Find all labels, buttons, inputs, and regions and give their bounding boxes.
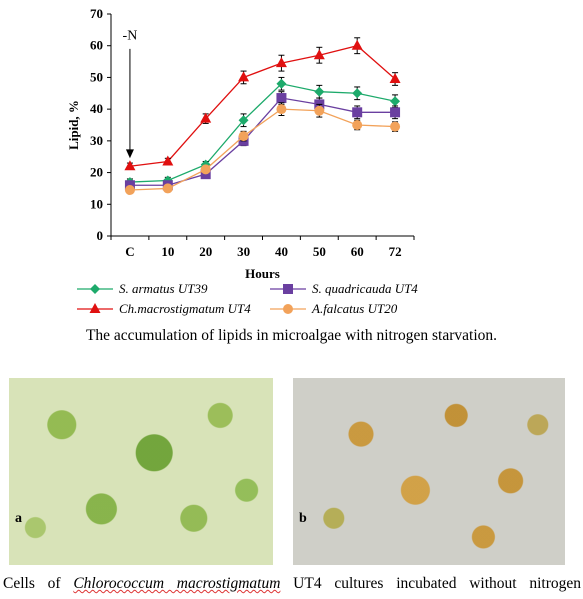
micrograph-a: a xyxy=(9,378,273,565)
x-tick-label: 10 xyxy=(161,244,174,259)
y-tick-label: 0 xyxy=(97,228,104,243)
y-tick-label: 60 xyxy=(90,38,103,53)
series-2 xyxy=(124,37,401,171)
data-point xyxy=(238,131,249,142)
legend-label: Ch.macrostigmatum UT4 xyxy=(119,301,251,316)
data-point xyxy=(390,96,401,107)
y-tick-label: 30 xyxy=(90,133,103,148)
data-point xyxy=(276,104,287,115)
data-point xyxy=(352,120,363,130)
photo-caption-suffix: UT4 cultures incubated without nitrogen xyxy=(280,575,581,592)
series-3 xyxy=(124,102,401,196)
nitrogen-annotation: -N xyxy=(123,28,138,43)
x-tick-label: 30 xyxy=(237,244,250,259)
x-tick-label: C xyxy=(125,244,134,259)
data-point xyxy=(314,86,325,97)
legend-label: S. quadricauda UT4 xyxy=(312,281,418,296)
series-1 xyxy=(124,91,401,191)
y-axis-label: Lipid, % xyxy=(66,100,81,150)
photo-caption-prefix: Cells of xyxy=(3,575,74,592)
data-point xyxy=(124,185,135,196)
chart-legend: S. armatus UT39 S. quadricauda UT4 Ch.macr… xyxy=(77,281,418,316)
data-point xyxy=(352,88,363,99)
data-point xyxy=(390,107,401,118)
legend-marker xyxy=(283,304,293,314)
y-tick-label: 50 xyxy=(90,69,103,84)
chart-series xyxy=(124,37,401,196)
lipid-chart: 0 10 20 30 40 50 60 70 C 10 20 30 40 50 60 72 Hours Lipid… xyxy=(66,6,418,316)
data-point xyxy=(352,107,363,118)
series-0 xyxy=(124,76,401,188)
legend-marker xyxy=(89,303,101,313)
chart-axes: 0 10 20 30 40 50 60 70 C 10 20 30 40 50 60 72 Hours Lipid… xyxy=(66,6,415,281)
data-point xyxy=(238,71,250,82)
data-point xyxy=(275,57,287,68)
data-point xyxy=(162,183,173,194)
x-tick-label: 40 xyxy=(275,244,288,259)
legend-entry-1: S. quadricauda UT4 xyxy=(270,281,418,296)
chart-caption: The accumulation of lipids in microalgae… xyxy=(85,327,498,344)
series-line xyxy=(129,97,396,186)
legend-label: S. armatus UT39 xyxy=(119,281,208,296)
data-point xyxy=(238,115,249,126)
series-line xyxy=(129,108,396,191)
data-point xyxy=(124,160,136,171)
data-point xyxy=(389,73,401,84)
legend-marker xyxy=(283,284,293,294)
annotation-arrow-head xyxy=(125,149,134,159)
x-tick-label: 20 xyxy=(199,244,212,259)
data-point xyxy=(162,155,174,166)
x-tick-label: 72 xyxy=(389,244,402,259)
photo-caption-species: Chlorococcum macrostigmatum xyxy=(73,575,281,592)
legend-entry-3: A.falcatus UT20 xyxy=(270,301,398,316)
photo-label-a: a xyxy=(15,511,22,526)
x-tick-label: 50 xyxy=(313,244,326,259)
y-tick-label: 20 xyxy=(90,165,103,180)
y-tick-label: 10 xyxy=(90,196,103,211)
data-point xyxy=(276,78,287,89)
series-line xyxy=(129,83,396,183)
x-axis-label: Hours xyxy=(245,266,280,281)
photo-caption: Cells of Chlorococcum macrostigmatum UT4… xyxy=(3,575,581,593)
x-tick-label: 60 xyxy=(351,244,364,259)
data-point xyxy=(276,93,287,104)
legend-entry-0: S. armatus UT39 xyxy=(77,281,208,296)
legend-label: A.falcatus UT20 xyxy=(311,301,398,316)
legend-marker xyxy=(90,284,100,294)
data-point xyxy=(351,39,363,50)
series-line xyxy=(129,45,396,167)
data-point xyxy=(200,112,212,123)
photo-label-b: b xyxy=(299,511,307,526)
data-point xyxy=(390,121,401,132)
y-tick-label: 70 xyxy=(90,6,103,21)
y-tick-label: 40 xyxy=(90,101,103,116)
data-point xyxy=(313,49,325,60)
data-point xyxy=(200,164,211,175)
micrograph-b: b xyxy=(293,378,565,565)
data-point xyxy=(314,105,325,116)
legend-entry-2: Ch.macrostigmatum UT4 xyxy=(77,301,251,316)
